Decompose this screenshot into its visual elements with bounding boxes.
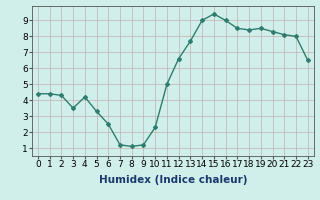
X-axis label: Humidex (Indice chaleur): Humidex (Indice chaleur) (99, 175, 247, 185)
